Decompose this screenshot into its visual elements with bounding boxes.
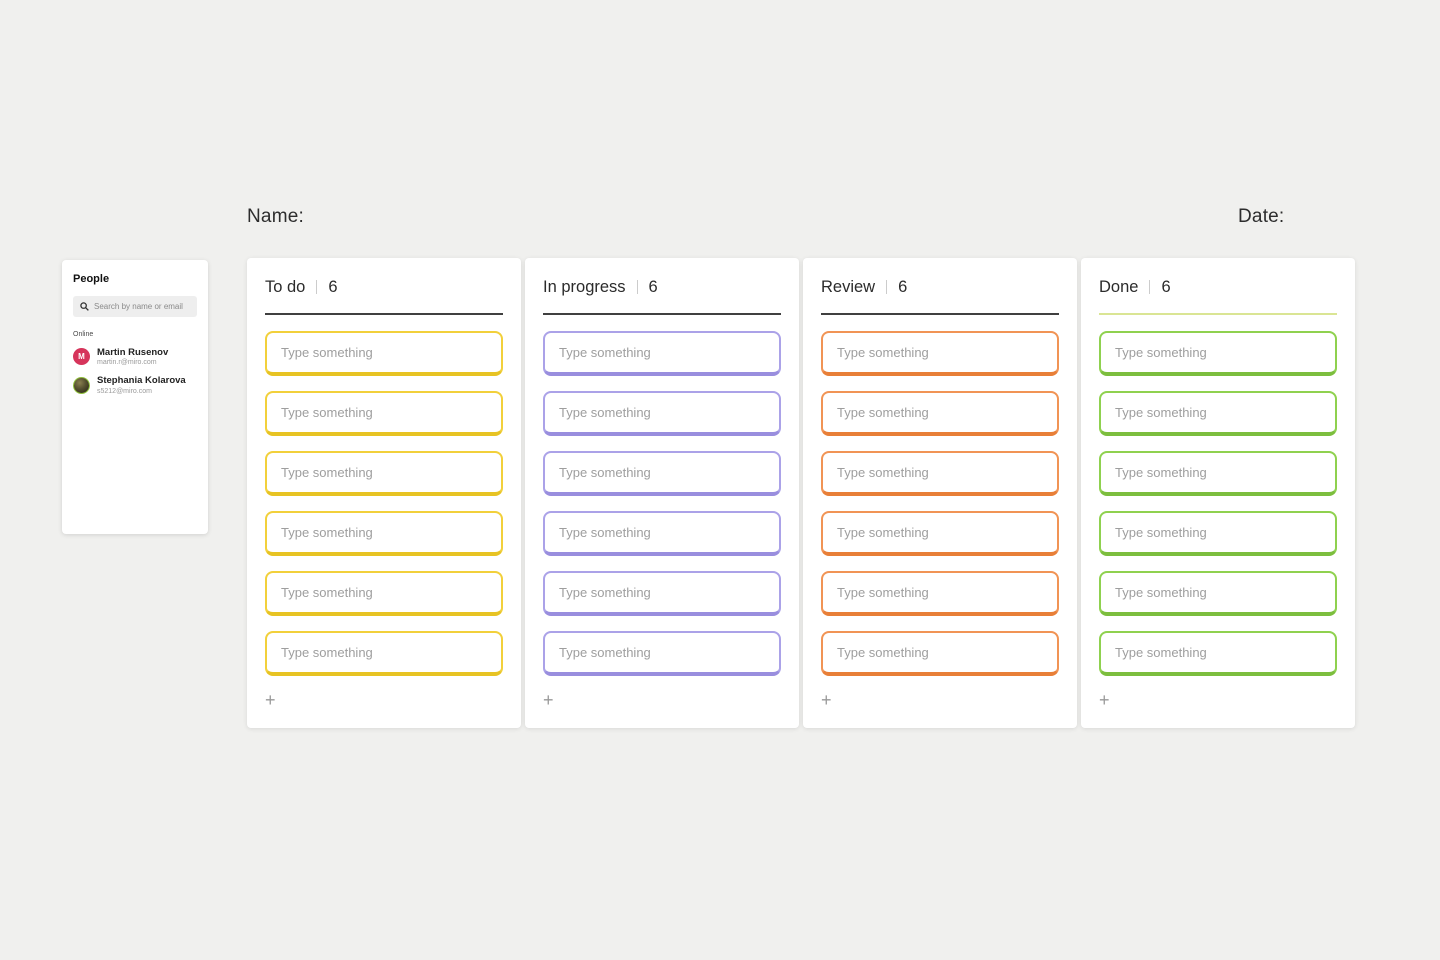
column-separator (1149, 280, 1151, 294)
avatar: M (73, 348, 90, 366)
user-name: Martin Rusenov (97, 347, 169, 358)
kanban-column-to-do: To do 6 Type something Type something Type… (247, 258, 521, 728)
card-input[interactable]: Type something (543, 391, 781, 436)
column-count: 6 (328, 277, 338, 296)
user-row-martin[interactable]: M Martin Rusenov martin.r@miro.com (73, 347, 197, 366)
card-input[interactable]: Type something (1099, 331, 1337, 376)
avatar-initial: M (78, 352, 85, 362)
column-count: 6 (898, 277, 908, 296)
card-input[interactable]: Type something (1099, 451, 1337, 496)
card-input[interactable]: Type something (265, 571, 503, 616)
card-input[interactable]: Type something (265, 631, 503, 676)
column-separator (316, 280, 318, 294)
people-panel: People Online M Martin Rusenov martin.r@… (62, 260, 208, 534)
add-card-button[interactable]: + (543, 690, 554, 710)
people-search-input[interactable] (94, 302, 190, 311)
card-input[interactable]: Type something (1099, 511, 1337, 556)
cards: Type something Type something Type somethi… (543, 331, 781, 676)
user-row-stephania[interactable]: Stephania Kolarova s5212@miro.com (73, 375, 197, 395)
avatar (73, 376, 90, 394)
card-input[interactable]: Type something (1099, 631, 1337, 676)
card-input[interactable]: Type something (821, 391, 1059, 436)
column-divider (821, 313, 1059, 315)
user-name: Stephania Kolarova (97, 375, 186, 387)
card-input[interactable]: Type something (543, 331, 781, 376)
column-separator (636, 280, 638, 294)
column-divider (265, 313, 503, 315)
column-title: Review (821, 277, 876, 296)
column-title: Done (1099, 277, 1139, 296)
column-divider (543, 313, 781, 315)
people-search-box[interactable] (73, 296, 197, 317)
cards: Type something Type something Type somethi… (821, 331, 1059, 676)
people-panel-title: People (73, 273, 110, 285)
column-header: Done 6 (1099, 276, 1337, 298)
kanban-column-review: Review 6 Type something Type something Typ… (803, 258, 1077, 728)
column-header: Review 6 (821, 276, 1059, 298)
card-input[interactable]: Type something (821, 571, 1059, 616)
add-card-button[interactable]: + (821, 690, 832, 710)
user-email: martin.r@miro.com (97, 359, 157, 367)
card-input[interactable]: Type something (265, 391, 503, 436)
name-label: Name: (247, 206, 304, 227)
card-input[interactable]: Type something (1099, 391, 1337, 436)
card-input[interactable]: Type something (821, 331, 1059, 376)
card-input[interactable]: Type something (543, 511, 781, 556)
cards: Type something Type something Type somethi… (265, 331, 503, 676)
column-divider (1099, 313, 1337, 315)
card-input[interactable]: Type something (543, 631, 781, 676)
user-email: s5212@miro.com (97, 387, 152, 395)
column-title: To do (265, 277, 306, 296)
column-title: In progress (543, 277, 626, 296)
card-input[interactable]: Type something (265, 451, 503, 496)
date-label: Date: (1238, 206, 1285, 227)
column-header: To do 6 (265, 276, 503, 298)
column-count: 6 (1161, 277, 1171, 296)
card-input[interactable]: Type something (543, 451, 781, 496)
search-icon (80, 302, 89, 311)
card-input[interactable]: Type something (543, 571, 781, 616)
card-input[interactable]: Type something (265, 331, 503, 376)
add-card-button[interactable]: + (1099, 690, 1110, 710)
cards: Type something Type something Type somethi… (1099, 331, 1337, 676)
kanban-column-done: Done 6 Type something Type something Type … (1081, 258, 1355, 728)
column-count: 6 (648, 277, 658, 296)
card-input[interactable]: Type something (821, 631, 1059, 676)
column-header: In progress 6 (543, 276, 781, 298)
kanban-column-in-progress: In progress 6 Type something Type somethi… (525, 258, 799, 728)
online-status-label: Online (73, 331, 94, 338)
add-card-button[interactable]: + (265, 690, 276, 710)
card-input[interactable]: Type something (821, 511, 1059, 556)
card-input[interactable]: Type something (1099, 571, 1337, 616)
card-input[interactable]: Type something (265, 511, 503, 556)
column-separator (886, 280, 888, 294)
card-input[interactable]: Type something (821, 451, 1059, 496)
